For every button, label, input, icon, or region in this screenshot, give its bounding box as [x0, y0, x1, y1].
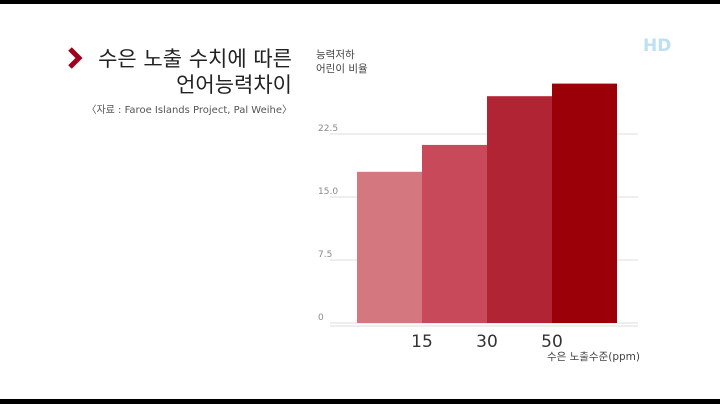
bar — [357, 171, 422, 323]
source: 〈자료 : Faroe Islands Project, Pal Weihe〉 — [86, 104, 292, 116]
bar — [487, 96, 552, 323]
x-tick-label: 15 — [411, 332, 433, 352]
x-axis-label: 수은 노출수준(ppm) — [547, 351, 640, 363]
letterbox — [0, 399, 720, 404]
bar — [552, 83, 617, 323]
hd-logo: HD — [643, 36, 671, 56]
letterbox — [0, 0, 720, 4]
y-axis-label: 어린이 비율 — [316, 63, 368, 75]
y-tick-label: 7.5 — [318, 250, 332, 260]
bar — [422, 144, 487, 323]
y-tick-label: 15.0 — [318, 187, 338, 197]
x-tick-label: 50 — [541, 332, 563, 352]
y-tick-label: 22.5 — [318, 124, 338, 134]
title-chevron — [68, 47, 83, 69]
x-tick-label: 30 — [476, 332, 498, 352]
chart-title: 수은 노출 수치에 따른 — [98, 47, 292, 71]
y-axis-label: 능력저하 — [316, 48, 355, 61]
chart-title: 언어능력차이 — [176, 73, 292, 97]
y-tick-label: 0 — [318, 313, 324, 323]
